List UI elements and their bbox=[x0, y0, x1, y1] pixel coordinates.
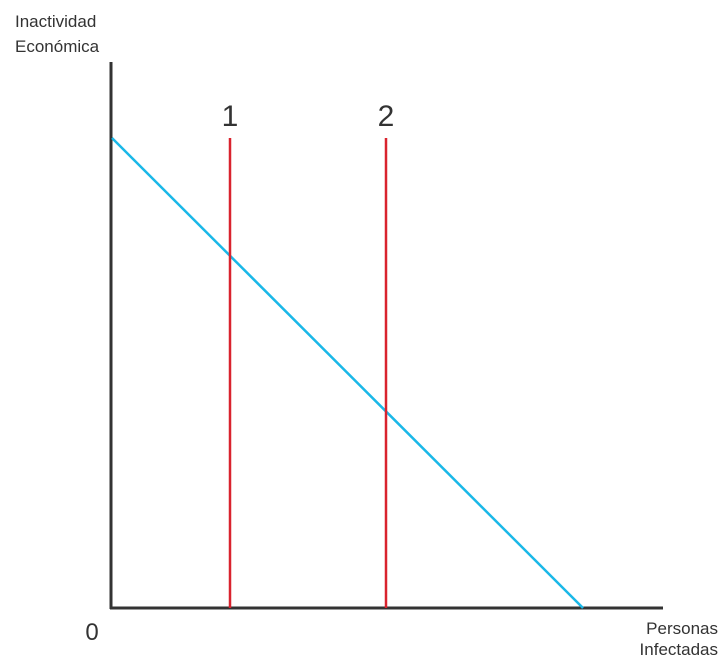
origin-label: 0 bbox=[85, 619, 98, 646]
y-axis-label-line1: Inactividad bbox=[15, 12, 96, 31]
vertical-line-1-label: 1 bbox=[222, 100, 239, 133]
x-axis-label-line2: Infectadas bbox=[640, 640, 718, 659]
tradeoff-line bbox=[111, 137, 584, 609]
vertical-line-2-label: 2 bbox=[378, 100, 395, 133]
x-axis-label-line1: Personas bbox=[646, 619, 718, 638]
y-axis-label-line2: Económica bbox=[15, 37, 100, 56]
